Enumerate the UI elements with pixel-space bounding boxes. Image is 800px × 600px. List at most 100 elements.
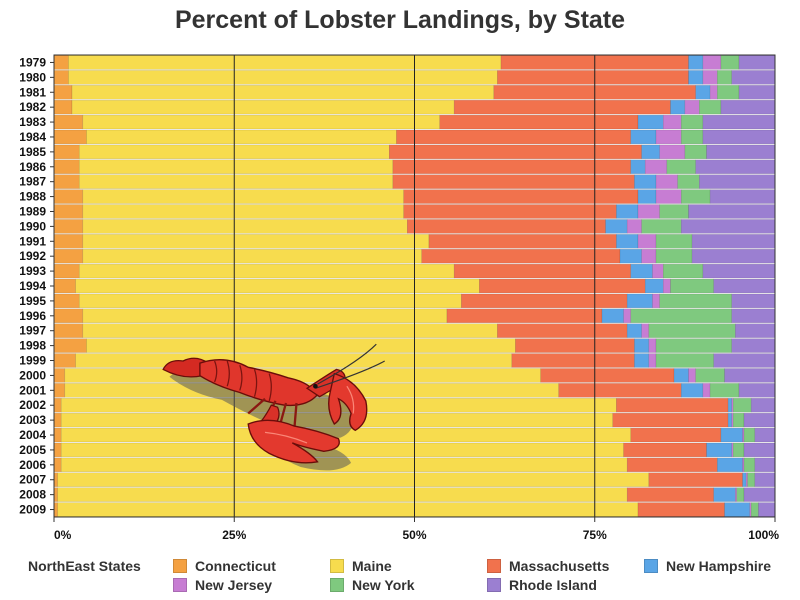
y-tick-label: 1987 [19,175,46,189]
y-tick-label: 1997 [19,324,46,338]
bar-segment-connecticut-2008 [53,487,58,502]
bar-segment-new-york-2005 [732,442,745,458]
bar-segment-new-hampshire-2001 [681,383,704,398]
legend-item-rhode-island: Rhode Island [487,577,597,593]
y-tick-label: 1981 [19,85,46,99]
legend-item-new-york: New York [330,577,415,593]
bar-segment-new-york-1997 [648,323,736,338]
legend-swatch [487,578,501,592]
y-tick-label: 2006 [19,458,46,472]
bar-segment-rhode-island-2001 [738,383,776,398]
legend-item-new-hampshire: New Hampshire [644,558,771,574]
bar-segment-new-hampshire-1986 [630,159,646,174]
y-tick-label: 2001 [19,383,46,397]
legend-label: New York [352,577,415,593]
bar-segment-connecticut-2006 [53,457,62,473]
bar-segment-rhode-island-2000 [724,368,776,383]
bar-segment-new-hampshire-2008 [713,487,736,502]
y-tick-label: 1992 [19,249,46,263]
bar-segment-new-hampshire-1980 [688,70,704,85]
bar-segment-new-jersey-1979 [702,55,722,70]
bar-segment-connecticut-1984 [53,129,87,145]
bar-segment-massachusetts-1980 [497,70,689,85]
y-tick-label: 1991 [19,234,46,248]
y-tick-label: 2004 [19,428,46,442]
legend-swatch [173,559,187,573]
y-tick-label: 2000 [19,368,46,382]
bar-segment-new-hampshire-2005 [706,442,732,458]
legend-item-massachusetts: Massachusetts [487,558,609,574]
y-tick-label: 2002 [19,398,46,412]
lobster-tail [162,357,210,378]
bar-segment-massachusetts-1983 [439,114,639,130]
bar-segment-new-hampshire-1994 [644,278,664,294]
bar-segment-massachusetts-1998 [515,338,635,353]
bar-segment-massachusetts-1993 [453,263,632,279]
bar-segment-rhode-island-1993 [702,263,776,279]
bar-segment-maine-1982 [71,99,455,115]
legend-item-connecticut: Connecticut [173,558,276,574]
bar-segment-rhode-island-1998 [731,338,776,353]
bar-segment-rhode-island-2003 [743,412,776,428]
bar-segment-rhode-island-1984 [702,129,776,145]
bar-segment-new-york-1987 [677,174,700,189]
bar-segment-connecticut-2002 [53,398,62,413]
bar-segment-new-york-1996 [630,308,732,324]
bar-segment-rhode-island-2002 [750,398,776,413]
y-tick-label: 1993 [19,264,46,278]
bar-segment-new-york-1983 [681,114,704,130]
legend-label: Maine [352,558,392,574]
bar-segment-connecticut-1990 [53,219,84,234]
y-tick-label: 1982 [19,100,46,114]
bar-segment-connecticut-2000 [53,368,66,383]
bar-segment-new-hampshire-2007 [742,472,747,487]
bar-segment-new-hampshire-1982 [670,99,686,115]
bar-segment-massachusetts-1997 [497,323,628,338]
bar-segment-maine-2009 [57,502,639,517]
bar-segment-maine-1988 [82,189,404,204]
bar-segment-new-jersey-1994 [662,278,671,294]
bar-segment-new-hampshire-1988 [637,189,657,204]
bar-segment-massachusetts-2001 [558,383,682,398]
bar-segment-new-hampshire-1979 [688,55,704,70]
legend-label: New Jersey [195,577,273,593]
bar-segment-connecticut-1997 [53,323,84,338]
bar-segment-new-jersey-1988 [655,189,682,204]
bar-segment-new-jersey-1986 [644,159,668,174]
bar-segment-rhode-island-1996 [731,308,776,324]
bar-segment-connecticut-1985 [53,144,80,160]
bar-segment-rhode-island-2004 [754,427,776,443]
y-tick-label: 1984 [19,130,46,144]
bar-segment-new-jersey-1984 [655,129,682,145]
bar-segment-rhode-island-1983 [702,114,776,130]
bar-segment-new-york-1982 [699,99,722,115]
bar-segment-new-jersey-2001 [702,383,711,398]
bar-segment-massachusetts-2007 [648,472,743,487]
bar-segment-new-york-1988 [681,189,711,204]
bar-segment-new-hampshire-2006 [717,457,743,473]
bar-segment-massachusetts-1984 [396,129,632,145]
bar-segment-rhode-island-1988 [709,189,776,204]
bar-segment-massachusetts-1995 [461,293,628,309]
bar-segment-connecticut-2007 [53,472,58,487]
bar-segment-new-jersey-1989 [637,204,660,219]
bar-segment-massachusetts-1992 [421,248,621,264]
bar-segment-maine-1994 [75,278,480,294]
bar-segment-new-york-2001 [709,383,740,398]
bar-segment-massachusetts-1999 [511,353,635,368]
legend-item-new-jersey: New Jersey [173,577,272,593]
bar-segment-connecticut-1986 [53,159,80,174]
bar-segment-massachusetts-1991 [428,234,617,249]
bar-segment-new-jersey-1983 [662,114,682,130]
bar-segment-maine-1981 [71,85,495,100]
bar-segment-rhode-island-1979 [738,55,776,70]
bar-segment-rhode-island-2007 [754,472,776,487]
bar-segment-new-hampshire-2002 [727,398,732,413]
bar-segment-new-york-2009 [750,502,759,517]
bar-segment-new-york-1998 [655,338,732,353]
bar-segment-maine-1989 [82,204,404,219]
legend-item-maine: Maine [330,558,392,574]
bar-segment-connecticut-2004 [53,427,62,443]
bar-segment-new-york-1989 [659,204,689,219]
bar-segment-maine-1998 [86,338,516,353]
